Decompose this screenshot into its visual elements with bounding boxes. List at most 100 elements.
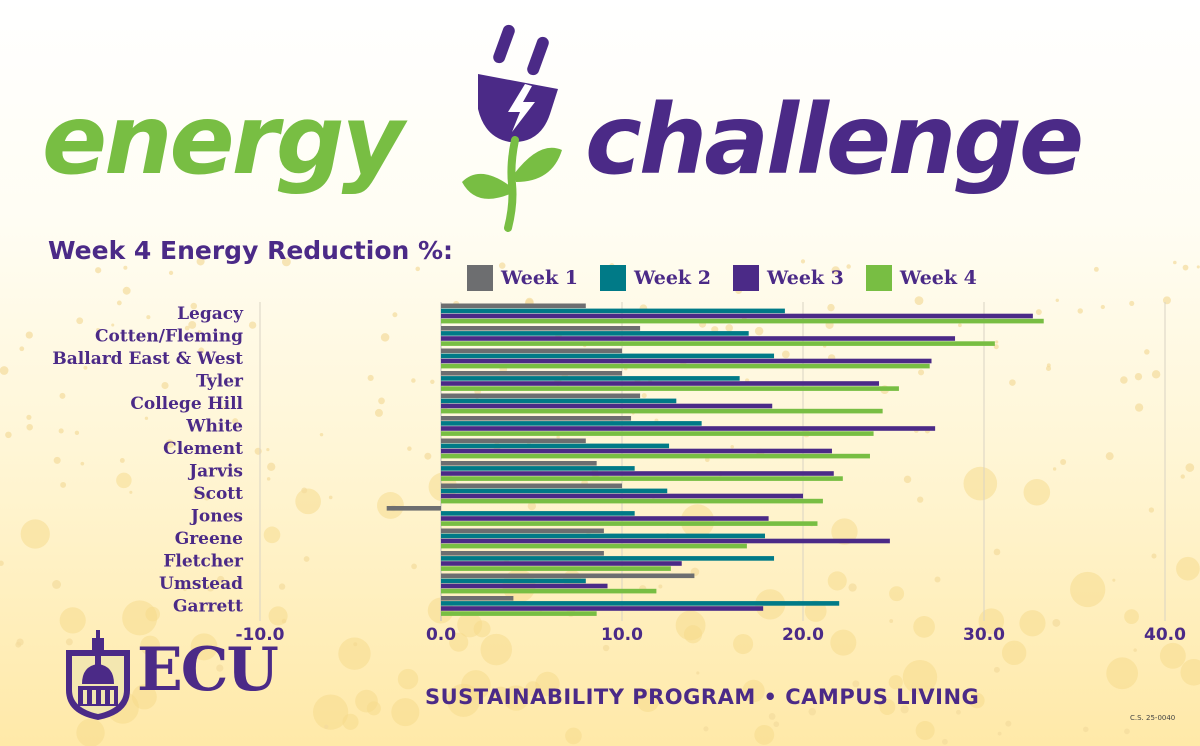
bar-week-2 — [441, 308, 785, 314]
legend-swatch — [599, 265, 626, 291]
chart-legend: Week 1 Week 2 Week 3 Week 4 — [467, 265, 977, 291]
legend-label: Week 3 — [766, 267, 844, 289]
legend-label: Week 2 — [633, 267, 711, 289]
bar-week-2 — [441, 376, 740, 381]
bar-week-3 — [441, 493, 803, 499]
legend-swatch — [467, 265, 493, 291]
bar-week-3 — [441, 358, 932, 364]
bar-week-1 — [441, 303, 586, 309]
bar-week-4 — [441, 498, 823, 504]
chart-title: Week 4 Energy Reduction %: — [48, 236, 454, 265]
category-label: Garrett — [173, 597, 243, 617]
footer-program: SUSTAINABILITY PROGRAM • CAMPUS LIVING — [425, 685, 980, 709]
bar-week-2 — [441, 443, 670, 449]
bar-week-3 — [441, 381, 880, 386]
title-challenge: challenge — [585, 84, 1084, 196]
bar-week-4 — [441, 363, 930, 369]
category-label: Legacy — [177, 304, 244, 324]
bar-week-3 — [441, 583, 608, 589]
ecu-logo-text: ECU — [137, 635, 279, 705]
bar-week-2 — [441, 466, 635, 471]
category-label: Clement — [163, 439, 243, 459]
bar-week-2 — [441, 421, 702, 426]
legend-swatch — [865, 265, 892, 291]
bar-week-4 — [441, 476, 843, 481]
x-tick-label: 40.0 — [1144, 625, 1186, 645]
bar-week-1 — [441, 416, 632, 421]
bar-week-4 — [441, 386, 899, 391]
bar-week-4 — [441, 318, 1044, 324]
bar-week-1 — [441, 596, 514, 601]
bar-week-1 — [441, 483, 622, 489]
ecu-crest-icon — [66, 630, 130, 720]
bar-week-2 — [441, 556, 775, 561]
bar-week-2 — [441, 578, 586, 584]
bar-week-1 — [441, 461, 597, 466]
leaf-icon — [462, 173, 510, 199]
bar-week-1 — [441, 551, 604, 556]
bar-week-1 — [441, 371, 622, 376]
bar-week-2 — [441, 331, 749, 336]
category-label: Umstead — [159, 574, 243, 594]
bar-week-4 — [441, 341, 995, 346]
category-label: Jarvis — [187, 462, 243, 482]
bar-week-3 — [441, 403, 773, 409]
bar-week-2 — [441, 511, 635, 516]
bar-week-2 — [441, 398, 677, 404]
bar-week-3 — [441, 538, 890, 544]
bar-week-1 — [441, 326, 641, 331]
bar-week-3 — [441, 471, 834, 476]
bar-week-2 — [441, 601, 840, 606]
legend-label: Week 1 — [501, 267, 578, 289]
bar-week-4 — [441, 588, 657, 594]
bar-week-2 — [441, 488, 668, 494]
category-label: Greene — [175, 529, 243, 549]
bar-week-3 — [441, 606, 764, 611]
bar-week-3 — [441, 336, 956, 341]
x-tick-label: -10.0 — [236, 625, 285, 645]
bar-week-1 — [386, 506, 441, 511]
bar-week-4 — [441, 431, 874, 436]
category-label: Ballard East & West — [52, 349, 243, 369]
legend-label: Week 4 — [899, 267, 977, 289]
bar-week-1 — [441, 573, 695, 579]
legend-item-4: Week 4 — [865, 265, 977, 291]
x-tick-label: 30.0 — [963, 625, 1005, 645]
category-label: Tyler — [196, 372, 244, 392]
bar-week-4 — [441, 453, 870, 459]
footer-code: C.S. 25-0040 — [1130, 714, 1176, 722]
category-label: White — [185, 417, 243, 437]
category-label: Cotten/Fleming — [95, 327, 243, 347]
x-tick-label: 10.0 — [601, 625, 643, 645]
category-label: College Hill — [130, 394, 243, 414]
x-tick-label: 20.0 — [782, 625, 824, 645]
plug-icon — [462, 24, 562, 232]
legend-item-1: Week 1 — [467, 265, 578, 291]
bar-week-4 — [441, 521, 818, 526]
bar-week-1 — [441, 438, 586, 444]
bar-week-1 — [441, 528, 604, 534]
bar-week-3 — [441, 426, 936, 431]
category-label: Jones — [189, 507, 243, 527]
bar-week-3 — [441, 516, 769, 521]
bar-week-2 — [441, 353, 775, 359]
category-label: Scott — [193, 484, 243, 504]
bar-week-3 — [441, 313, 1033, 319]
bar-week-3 — [441, 448, 832, 454]
bar-week-4 — [441, 566, 671, 571]
legend-item-2: Week 2 — [599, 265, 711, 291]
bar-week-4 — [441, 408, 883, 414]
legend-item-3: Week 3 — [732, 265, 844, 291]
bar-week-1 — [441, 393, 641, 399]
bar-week-1 — [441, 348, 622, 354]
bar-week-3 — [441, 561, 682, 566]
bar-week-4 — [441, 611, 597, 616]
category-label: Fletcher — [163, 552, 244, 572]
title-energy: energy — [42, 84, 404, 196]
x-tick-label: 0.0 — [426, 625, 456, 645]
bar-week-4 — [441, 543, 747, 549]
legend-swatch — [732, 265, 759, 291]
bar-week-2 — [441, 533, 765, 539]
